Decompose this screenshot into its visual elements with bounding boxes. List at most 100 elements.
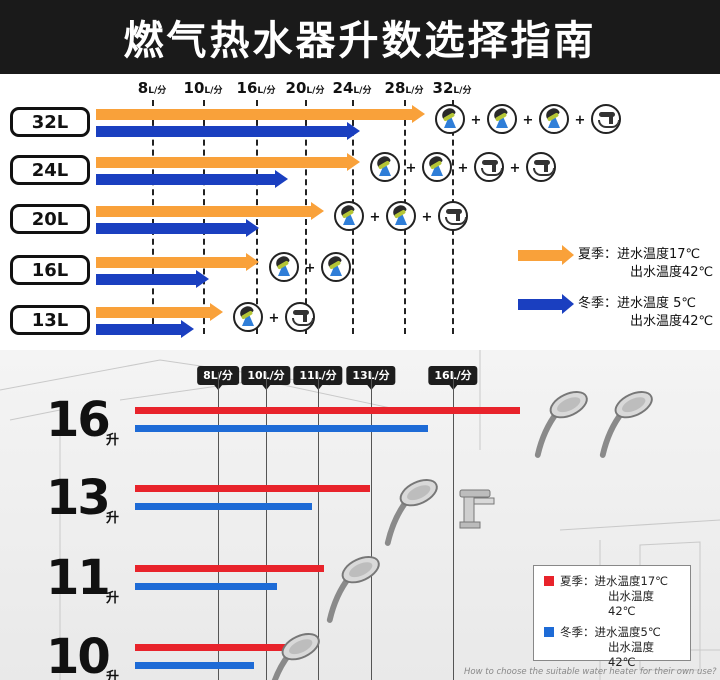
winter-arrow-icon	[518, 294, 574, 314]
summer-out-temp: 出水温度42℃	[630, 265, 714, 280]
summer-flow-arrow	[96, 303, 223, 321]
summer-color-swatch	[544, 576, 554, 586]
shower-icon	[321, 252, 351, 282]
winter-out-temp: 出水温度42℃	[630, 314, 714, 329]
winter-flow-bar	[135, 583, 277, 590]
shower-icon	[386, 201, 416, 231]
winter-color-swatch	[544, 627, 554, 637]
flow-rate-gridline	[305, 100, 307, 334]
summer-season-label: 夏季：	[578, 247, 618, 262]
winter-flow-bar	[135, 503, 312, 510]
plus-sign: +	[522, 113, 534, 128]
plus-sign: +	[421, 210, 433, 225]
flow-gridline	[371, 372, 372, 680]
bottom-guide-panel: 夏季：进水温度17℃ 出水温度42℃ 冬季：进水温度5℃ 出水温度42℃ How…	[0, 350, 720, 680]
capacity-label-32L: 32L	[10, 107, 90, 137]
flow-rate-gridline	[256, 100, 258, 334]
plus-sign: +	[268, 311, 280, 326]
plus-sign: +	[574, 113, 586, 128]
capacity-number-11: 11	[46, 550, 111, 606]
capacity-number-13: 13	[46, 470, 111, 526]
flow-gridline	[453, 372, 454, 680]
flow-rate-label-16: 16L/分	[236, 79, 276, 97]
winter-flow-bar	[135, 662, 254, 669]
shower-icon	[370, 152, 400, 182]
winter-flow-arrow	[96, 170, 288, 188]
summer-flow-bar	[135, 485, 370, 492]
summer-flow-bar	[135, 644, 297, 651]
flow-rate-gridline	[203, 100, 205, 334]
winter-flow-arrow	[96, 320, 194, 338]
footer-note: How to choose the suitable water heater …	[464, 667, 717, 677]
shower-icon	[435, 104, 465, 134]
bottom-winter-out-temp: 出水温度42℃	[608, 640, 654, 669]
winter-flow-bar	[135, 425, 428, 432]
showerhead-icon	[534, 391, 588, 458]
winter-flow-arrow	[96, 270, 209, 288]
shower-icon	[422, 152, 452, 182]
bottom-summer-in-temp: 进水温度17℃	[594, 574, 669, 588]
capacity-label-20L: 20L	[10, 204, 90, 234]
bottom-summer-out-temp: 出水温度42℃	[608, 589, 654, 618]
top-guide-panel: 夏季：进水温度17℃ 出水温度42℃ 冬季：进水温度 5℃ 出水温度42℃ 8L…	[0, 74, 720, 350]
shower-icon	[334, 201, 364, 231]
capacity-number-16: 16	[46, 392, 111, 448]
winter-flow-arrow	[96, 219, 259, 237]
winter-in-temp: 进水温度 5℃	[617, 296, 697, 311]
summer-arrow-icon	[518, 245, 574, 265]
summer-flow-arrow	[96, 105, 425, 123]
faucet-icon	[526, 152, 556, 182]
capacity-number-10: 10	[46, 629, 111, 680]
summer-legend-row: 夏季：进水温度17℃ 出水温度42℃	[518, 245, 714, 282]
bottom-winter-in-temp: 进水温度5℃	[594, 625, 661, 639]
capacity-label-16L: 16L	[10, 255, 90, 285]
shower-icon	[233, 302, 263, 332]
flow-rate-label-24: 24L/分	[332, 79, 372, 97]
flow-rate-label-10: 10L/分	[183, 79, 223, 97]
unit-label: 升	[106, 591, 120, 606]
flow-rate-gridline	[152, 100, 154, 334]
flow-gridline	[266, 372, 267, 680]
faucet-icon	[474, 152, 504, 182]
plus-sign: +	[369, 210, 381, 225]
bottom-winter-season-label: 冬季：	[560, 625, 595, 639]
flow-rate-label-32: 32L/分	[432, 79, 472, 97]
summer-flow-arrow	[96, 202, 324, 220]
flow-rate-label-20: 20L/分	[285, 79, 325, 97]
faucet-icon	[591, 104, 621, 134]
plus-sign: +	[457, 161, 469, 176]
capacity-label-13L: 13L	[10, 305, 90, 335]
bottom-summer-legend-row: 夏季：进水温度17℃ 出水温度42℃	[544, 574, 680, 619]
plus-sign: +	[470, 113, 482, 128]
bottom-summer-season-label: 夏季：	[560, 574, 595, 588]
summer-flow-bar	[135, 407, 520, 414]
showerhead-icon	[271, 633, 320, 680]
bottom-winter-legend-row: 冬季：进水温度5℃ 出水温度42℃	[544, 625, 680, 670]
summer-in-temp: 进水温度17℃	[617, 247, 701, 262]
flow-rate-label-28: 28L/分	[384, 79, 424, 97]
faucet-icon	[459, 489, 495, 529]
winter-season-label: 冬季：	[578, 296, 618, 311]
winter-legend-row: 冬季：进水温度 5℃ 出水温度42℃	[518, 294, 714, 331]
capacity-label-24L: 24L	[10, 155, 90, 185]
faucet-icon	[285, 302, 315, 332]
title-bar: 燃气热水器升数选择指南	[0, 0, 720, 74]
winter-flow-arrow	[96, 122, 360, 140]
summer-flow-arrow	[96, 253, 259, 271]
unit-label: 升	[106, 433, 120, 448]
unit-label: 升	[106, 511, 120, 526]
shower-icon	[539, 104, 569, 134]
showerhead-icon	[384, 479, 438, 546]
unit-label: 升	[106, 670, 120, 680]
flow-rate-label-8: 8L/分	[137, 79, 167, 97]
page-title: 燃气热水器升数选择指南	[123, 18, 597, 64]
showerhead-icon	[326, 556, 380, 623]
summer-flow-arrow	[96, 153, 360, 171]
plus-sign: +	[304, 261, 316, 276]
shower-icon	[269, 252, 299, 282]
summer-flow-bar	[135, 565, 324, 572]
faucet-icon	[438, 201, 468, 231]
bottom-legend: 夏季：进水温度17℃ 出水温度42℃ 冬季：进水温度5℃ 出水温度42℃	[533, 565, 691, 669]
flow-gridline	[218, 372, 219, 680]
plus-sign: +	[405, 161, 417, 176]
